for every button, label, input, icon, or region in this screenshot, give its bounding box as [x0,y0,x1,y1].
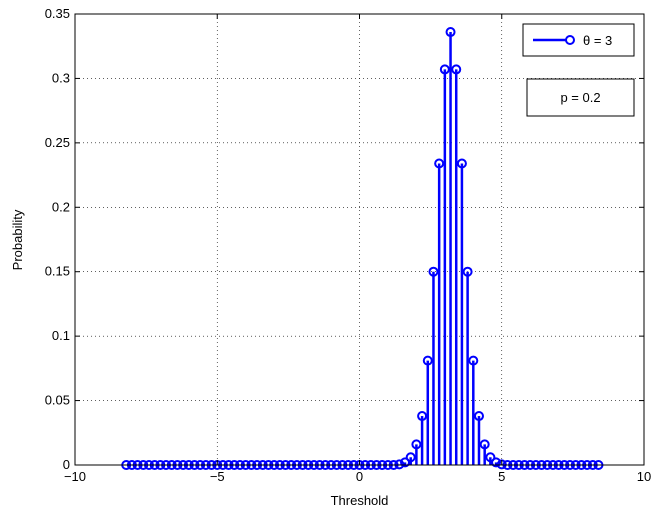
y-tick-label: 0.1 [52,328,70,343]
y-tick-label: 0 [63,457,70,472]
x-tick-label: 5 [498,469,505,484]
stem-marker [485,452,496,463]
stem-marker [445,27,456,38]
x-tick-label: −10 [64,469,86,484]
x-tick-label: 0 [356,469,363,484]
x-tick-label: 10 [637,469,651,484]
legend: θ = 3 [522,23,635,57]
y-tick-label: 0.25 [45,135,70,150]
stem-marker [411,439,422,450]
stem-series [121,27,604,470]
y-tick-label: 0.35 [45,6,70,21]
y-tick-label: 0.2 [52,199,70,214]
stem-marker [428,266,439,277]
stem-marker [422,355,433,366]
axis-ticks: −10 −5 0 5 10 0 0.05 0.1 0.15 0.2 0.25 0.3 0.35 [45,6,652,484]
y-tick-label: 0.15 [45,264,70,279]
stem-marker [491,457,502,468]
stem-marker [405,452,416,463]
stem-marker [451,64,462,75]
legend-series-label: θ = 3 [583,33,612,48]
y-tick-label: 0.3 [52,70,70,85]
stem-marker [434,158,445,169]
annotation-box [526,78,635,117]
annotation-text: p = 0.2 [560,90,600,105]
stem-marker [479,439,490,450]
stem-marker [473,411,484,422]
legend-marker-sample [565,35,575,45]
stem-marker [439,64,450,75]
x-axis-title: Threshold [331,493,389,508]
annotation-textbox: p = 0.2 [526,78,635,117]
stem-marker [400,457,411,468]
stem-marker [456,158,467,169]
y-tick-label: 0.05 [45,393,70,408]
stem-marker [417,411,428,422]
y-axis-title: Probability [10,209,25,270]
stem-marker [462,266,473,277]
x-tick-label: −5 [210,469,225,484]
grid-lines [75,14,644,465]
stem-marker [394,459,405,470]
stem-marker [468,355,479,366]
